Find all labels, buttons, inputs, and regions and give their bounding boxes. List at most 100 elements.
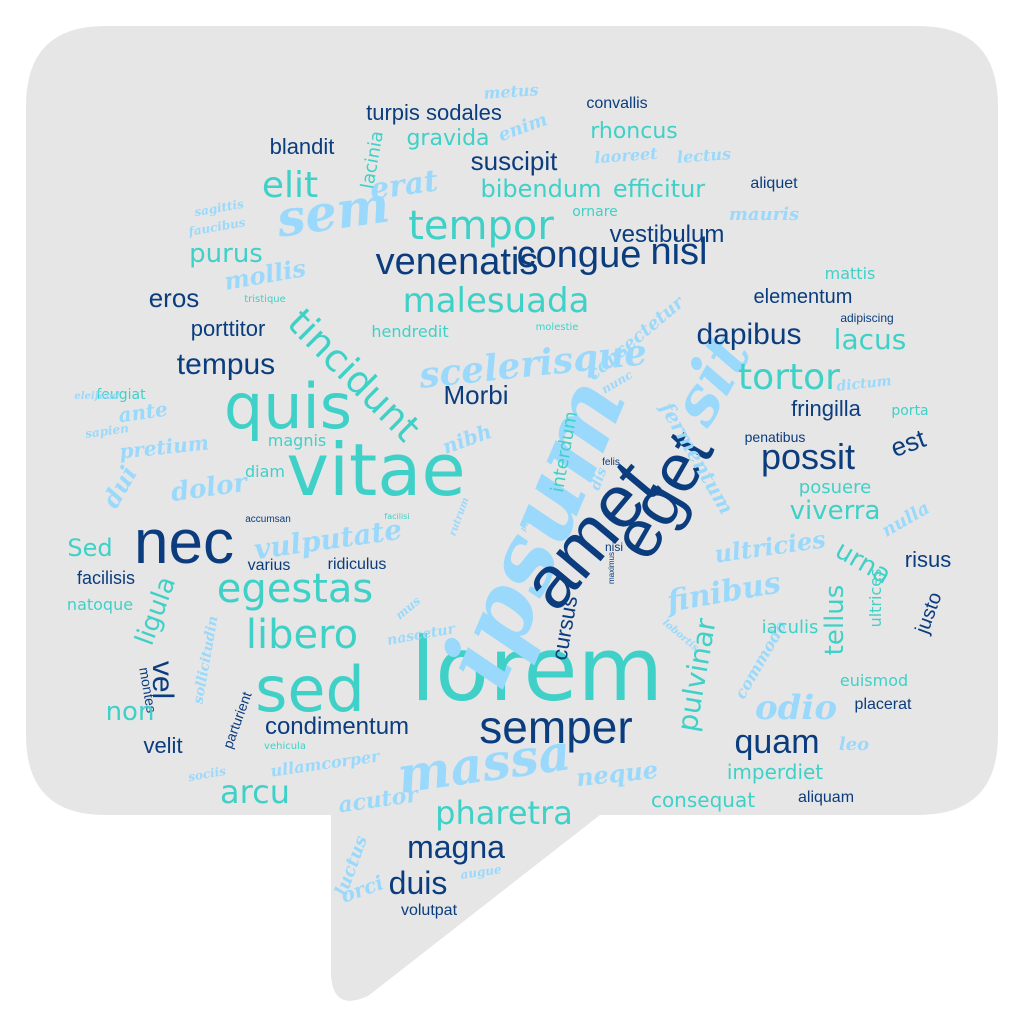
word-44: finibus (664, 565, 784, 620)
word-82: mattis (824, 264, 876, 283)
word-76: tristique (244, 294, 286, 305)
word-52: dui (96, 460, 143, 513)
word-40: urna (829, 535, 897, 591)
word-70: lectus (676, 144, 732, 167)
word-15: nisl (650, 231, 708, 273)
word-123: velit (143, 733, 183, 758)
word-49: ligula (129, 572, 183, 650)
word-8: semper (479, 701, 633, 753)
word-80: adipiscing (840, 311, 894, 325)
word-127: imperdiet (726, 760, 824, 784)
word-57: suscipit (470, 146, 558, 176)
word-50: Sed (67, 534, 113, 562)
word-102: facilisi (384, 512, 410, 521)
word-0: lorem (410, 618, 664, 721)
word-25: tortor (738, 357, 840, 398)
word-9: massa (393, 722, 575, 805)
word-31: arcu (220, 773, 290, 811)
word-16: malesuada (402, 281, 590, 321)
word-72: ornare (572, 204, 618, 220)
word-99: nulla (878, 497, 934, 542)
word-26: dapibus (696, 318, 802, 351)
word-128: consequat (650, 788, 756, 812)
word-114: sollicitudin (190, 614, 222, 706)
word-56: purus (189, 239, 263, 269)
word-90: dictum (835, 373, 893, 395)
word-73: mauris (728, 204, 800, 225)
word-14: congue (516, 234, 642, 276)
word-47: acutor (336, 781, 420, 819)
word-39: viverra (789, 496, 881, 526)
word-125: placerat (854, 696, 912, 713)
word-129: aliquam (797, 789, 855, 806)
word-6: nec (134, 508, 234, 577)
word-74: sagittis (193, 196, 245, 220)
word-130: ullamcorper (269, 746, 381, 781)
word-35: porttitor (190, 316, 266, 341)
word-22: elit (261, 165, 319, 206)
word-33: tempus (176, 348, 276, 381)
word-117: ultrices (866, 568, 885, 628)
word-98: posuere (798, 477, 872, 498)
word-84: feugiat (96, 387, 146, 403)
word-119: justo (911, 589, 947, 637)
word-19: egestas (216, 566, 374, 612)
word-5: quis (223, 370, 353, 443)
word-86: sapien (84, 421, 130, 441)
word-124: euismod (839, 671, 909, 690)
word-106: maximus (607, 551, 616, 585)
word-109: facilisis (76, 568, 136, 588)
word-30: pharetra (435, 794, 573, 832)
word-108: ridiculus (327, 556, 387, 573)
word-67: enim (495, 109, 551, 147)
word-110: natoque (66, 595, 134, 614)
word-122: non (105, 697, 155, 727)
word-38: fringilla (791, 396, 861, 421)
word-41: tellus (820, 584, 850, 656)
word-51: dolor (169, 467, 249, 509)
word-75: faucibus (187, 215, 247, 239)
word-60: vestibulum (609, 221, 725, 248)
word-29: duis (388, 865, 448, 901)
word-12: tempor (408, 203, 554, 249)
word-136: volutpat (400, 902, 458, 919)
word-92: penatibus (744, 429, 806, 445)
word-65: convallis (586, 95, 648, 112)
word-24: possit (760, 436, 856, 477)
word-58: bibendum (480, 175, 602, 203)
word-97: diam (245, 462, 285, 481)
word-43: odio (754, 688, 838, 728)
word-37: est (886, 422, 930, 464)
word-63: gravida (406, 126, 490, 151)
word-36: Morbi (443, 380, 509, 410)
word-118: iaculis (761, 617, 819, 638)
word-91: porta (891, 403, 929, 419)
word-54: pretium (118, 430, 210, 464)
word-32: condimentum (264, 713, 410, 740)
word-101: accumsan (245, 514, 291, 525)
word-20: libero (245, 612, 359, 658)
word-126: leo (838, 734, 870, 755)
word-81: elementum (753, 286, 853, 308)
word-83: lacus (833, 323, 907, 356)
word-121: parturient (219, 689, 255, 751)
word-61: turpis sodales (366, 100, 502, 125)
word-96: felis (602, 457, 620, 468)
word-28: magna (407, 829, 505, 865)
word-107: varius (247, 557, 291, 574)
word-68: metus (482, 80, 540, 103)
word-85: eleifend (74, 391, 120, 402)
word-59: efficitur (612, 175, 706, 203)
word-87: magnis (267, 431, 327, 450)
word-62: blandit (269, 134, 335, 159)
word-45: ultricies (712, 524, 828, 569)
word-7: sed (255, 653, 365, 726)
word-88: nibh (439, 419, 495, 459)
word-34: eros (148, 283, 200, 313)
word-77: hendredit (371, 322, 449, 341)
word-13: venenatis (375, 241, 539, 283)
speech-bubble-path (26, 26, 998, 1001)
word-71: aliquet (750, 175, 798, 192)
